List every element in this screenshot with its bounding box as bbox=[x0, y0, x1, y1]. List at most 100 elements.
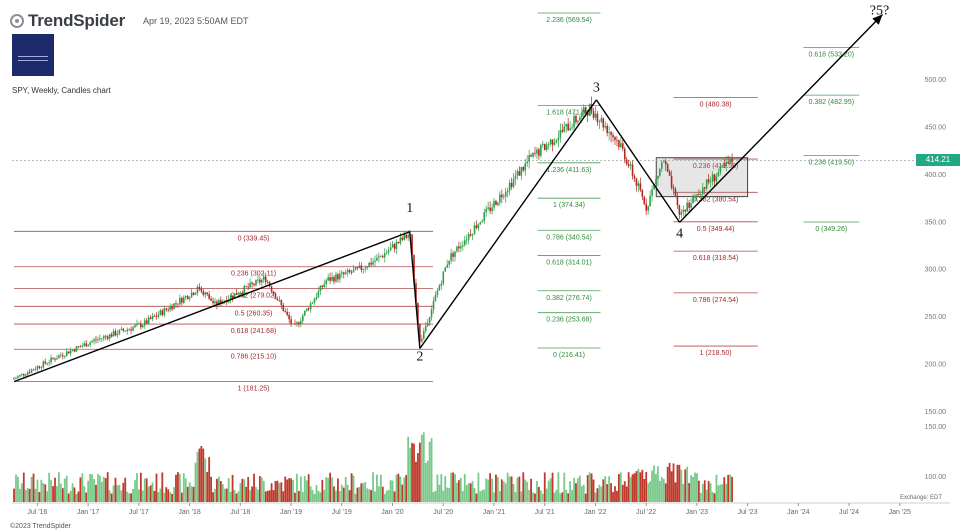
volume-bar bbox=[372, 472, 374, 502]
volume-bar bbox=[219, 481, 222, 502]
candle-body bbox=[118, 329, 121, 334]
volume-bar bbox=[604, 476, 607, 502]
exchange-label: Exchange: EDT bbox=[899, 495, 942, 501]
volume-bar bbox=[118, 484, 121, 502]
candle-body bbox=[231, 295, 234, 299]
volume-bar bbox=[327, 477, 330, 502]
volume-bar bbox=[120, 490, 123, 502]
candle-body bbox=[502, 196, 505, 198]
candle-body bbox=[411, 234, 413, 255]
volume-bar bbox=[483, 489, 486, 502]
volume-bar bbox=[218, 476, 220, 502]
volume-bar bbox=[335, 490, 337, 502]
candle-body bbox=[307, 308, 310, 310]
wave-label: 2 bbox=[416, 350, 423, 365]
candle-body bbox=[711, 174, 714, 182]
volume-bar bbox=[621, 484, 624, 502]
volume-bar bbox=[696, 473, 698, 502]
fib-level-label: 0.382 (279.02) bbox=[231, 293, 277, 300]
volume-bar bbox=[155, 473, 158, 502]
candle-body bbox=[499, 194, 501, 203]
volume-bar bbox=[292, 479, 294, 502]
candle-body bbox=[612, 134, 614, 138]
volume-bar bbox=[567, 493, 570, 502]
candle-body bbox=[83, 343, 86, 346]
volume-bar bbox=[469, 483, 472, 502]
candle-body bbox=[600, 118, 603, 122]
volume-bar bbox=[639, 472, 642, 502]
volume-bar bbox=[278, 482, 281, 502]
volume-bar bbox=[666, 466, 669, 502]
candle-body bbox=[604, 125, 607, 128]
candle-body bbox=[315, 297, 318, 299]
volume-bar bbox=[401, 484, 404, 502]
candle-body bbox=[520, 167, 523, 176]
fib-level-label: 0.236 (419.50) bbox=[809, 159, 855, 166]
candle-body bbox=[56, 358, 58, 360]
candle-body bbox=[19, 374, 21, 377]
volume-bar bbox=[578, 475, 581, 502]
volume-bar bbox=[13, 488, 15, 502]
candle-body bbox=[251, 282, 253, 284]
volume-bar bbox=[514, 492, 517, 502]
volume-bar bbox=[493, 492, 495, 502]
candle-body bbox=[479, 222, 482, 225]
volume-bar bbox=[409, 447, 412, 502]
fib-level-label: 0 (349.26) bbox=[815, 226, 847, 233]
candle-body bbox=[116, 333, 119, 336]
candle-body bbox=[237, 294, 240, 296]
candle-body bbox=[635, 178, 638, 186]
x-tick-label: Jan '23 bbox=[686, 509, 708, 516]
candle-body bbox=[124, 330, 127, 332]
candle-body bbox=[670, 175, 673, 188]
volume-bar bbox=[697, 480, 700, 502]
candle-body bbox=[621, 143, 624, 149]
candle-body bbox=[292, 323, 294, 325]
volume-bar bbox=[682, 483, 685, 502]
candle-body bbox=[188, 297, 191, 300]
volume-bar bbox=[348, 490, 351, 502]
volume-bar bbox=[707, 480, 710, 502]
candle-body bbox=[659, 168, 661, 176]
candle-body bbox=[13, 378, 15, 380]
consolidation-box bbox=[655, 157, 749, 198]
candle-body bbox=[692, 195, 694, 203]
candle-body bbox=[651, 189, 653, 196]
candle-body bbox=[553, 142, 556, 145]
candle-body bbox=[290, 319, 292, 324]
candle-body bbox=[163, 308, 166, 315]
candle-body bbox=[329, 277, 331, 281]
volume-bar bbox=[438, 484, 441, 502]
volume-bar bbox=[448, 487, 451, 502]
candle-body bbox=[278, 300, 281, 301]
volume-bar bbox=[116, 485, 119, 502]
candle-body bbox=[282, 305, 285, 312]
candle-body bbox=[657, 175, 659, 179]
volume-bar bbox=[500, 479, 503, 502]
volume-bar bbox=[678, 464, 681, 502]
y-tick-label: 250.00 bbox=[925, 314, 947, 321]
candle-body bbox=[461, 245, 464, 247]
volume-bar bbox=[498, 491, 501, 502]
volume-bar bbox=[89, 474, 92, 502]
volume-bar bbox=[725, 483, 728, 502]
candle-body bbox=[26, 372, 29, 375]
volume-bar bbox=[190, 486, 193, 502]
x-tick-label: Jan '20 bbox=[381, 509, 403, 516]
candle-body bbox=[723, 165, 726, 167]
volume-bar bbox=[612, 492, 614, 502]
volume-bar bbox=[58, 472, 60, 502]
volume-bar bbox=[138, 489, 140, 502]
candle-body bbox=[259, 279, 261, 283]
candle-body bbox=[385, 252, 388, 254]
volume-bar bbox=[543, 472, 546, 502]
volume-bar bbox=[596, 488, 599, 502]
x-tick-label: Jul '21 bbox=[535, 509, 555, 516]
volume-bar bbox=[229, 491, 232, 502]
candle-body bbox=[460, 246, 462, 249]
candle-body bbox=[108, 334, 111, 339]
volume-bar bbox=[81, 473, 84, 502]
candle-body bbox=[672, 187, 675, 190]
volume-bar bbox=[635, 471, 638, 502]
